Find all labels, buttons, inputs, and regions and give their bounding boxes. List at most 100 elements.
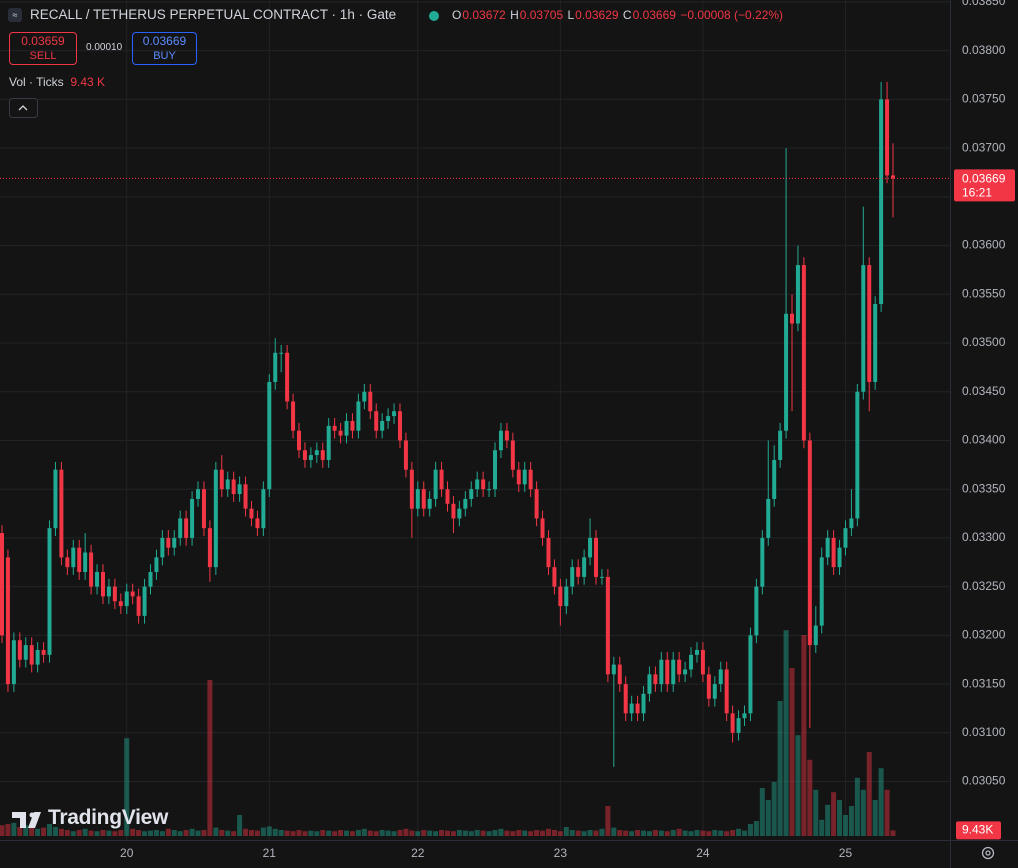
symbol-title: RECALL / TETHERUS PERPETUAL CONTRACT · 1…: [30, 7, 397, 22]
candle-body: [837, 547, 842, 568]
sell-price: 0.03659: [21, 34, 65, 48]
volume-bar: [445, 830, 450, 836]
candle-body: [754, 586, 759, 636]
candle-body: [825, 537, 830, 558]
volume-bar: [5, 824, 11, 836]
candle-body: [677, 659, 682, 675]
candle-body: [53, 469, 58, 529]
volume-bar: [611, 827, 617, 836]
volume-bar: [207, 680, 213, 836]
candle-body: [599, 576, 604, 578]
volume-bar: [848, 806, 854, 836]
candle-body: [344, 420, 349, 436]
volume-bar: [439, 830, 445, 836]
y-tick-label: 0.03100: [962, 725, 1006, 739]
candle-body: [403, 440, 408, 470]
volume-bar: [231, 831, 237, 836]
buy-button[interactable]: 0.03669 BUY: [132, 32, 197, 65]
high-value: 0.03705: [519, 8, 564, 22]
volume-bar: [70, 831, 76, 836]
volume-bar: [278, 830, 284, 836]
volume-bar: [670, 830, 676, 836]
volume-bar: [385, 830, 391, 836]
volume-bar: [587, 830, 593, 836]
y-tick-label: 0.03400: [962, 433, 1006, 447]
volume-bar: [320, 830, 326, 836]
candle-body: [421, 489, 426, 509]
candle-body: [493, 450, 498, 490]
candle-body: [498, 430, 503, 451]
volume-bar: [694, 830, 700, 836]
candle-body: [481, 479, 486, 490]
volume-bar: [260, 827, 266, 836]
volume-bar: [243, 828, 249, 836]
volume-bar: [872, 800, 878, 836]
candle-body: [386, 416, 391, 421]
volume-bar: [652, 830, 658, 836]
volume-bar: [237, 815, 243, 836]
candle-body: [184, 518, 189, 538]
volume-bar: [367, 830, 373, 836]
sell-button[interactable]: 0.03659 SELL: [9, 32, 77, 65]
settings-icon[interactable]: [981, 846, 995, 860]
volume-bar: [498, 828, 504, 836]
candle-body: [77, 547, 82, 573]
candle-body: [736, 718, 741, 733]
volume-bar: [11, 822, 17, 836]
high-label: H: [510, 8, 519, 22]
candle-body: [249, 508, 254, 519]
candle-body: [255, 518, 260, 529]
volume-bar: [64, 830, 70, 836]
open-label: O: [452, 8, 462, 22]
volume-bar: [415, 831, 421, 836]
volume-bar: [136, 830, 142, 836]
candle-body: [409, 469, 414, 509]
volume-bar: [344, 830, 350, 836]
candle-body: [534, 489, 539, 519]
volume-bar: [88, 830, 94, 836]
candle-body: [766, 498, 771, 538]
y-tick-label: 0.03750: [962, 92, 1006, 106]
candle-body: [694, 649, 699, 655]
candle-body: [350, 420, 355, 431]
buy-price: 0.03669: [142, 34, 187, 48]
candle-body: [320, 450, 325, 460]
candle-body: [504, 430, 509, 441]
candle-body: [89, 552, 94, 587]
x-tick-label: 22: [411, 846, 425, 860]
candle-body: [201, 489, 206, 529]
volume-bar: [641, 830, 647, 836]
candle-body: [831, 537, 836, 568]
volume-bar: [540, 830, 546, 836]
volume-bar: [688, 831, 694, 836]
candle-body: [475, 479, 480, 490]
volume-bar: [0, 825, 5, 836]
candle-body: [891, 175, 895, 179]
collapse-button[interactable]: [9, 98, 38, 118]
candle-body: [790, 313, 795, 324]
volume-bar: [373, 831, 379, 836]
candle-body: [516, 469, 521, 485]
candle-body: [106, 586, 111, 597]
volume-bar: [510, 831, 516, 836]
volume-bar: [308, 830, 314, 836]
volume-bar: [225, 830, 231, 836]
volume-bar: [183, 830, 189, 836]
volume-bar: [551, 830, 557, 836]
volume-bar: [504, 830, 510, 836]
candle-body: [570, 567, 575, 587]
candle-body: [528, 469, 533, 490]
volume-bar: [468, 831, 474, 836]
volume-bar: [177, 831, 183, 836]
candle-body: [469, 489, 474, 499]
volume-bar: [575, 830, 581, 836]
candle-body: [760, 537, 765, 587]
x-tick-label: 20: [120, 846, 134, 860]
candle-body: [326, 425, 331, 460]
candle-body: [689, 654, 694, 670]
candle-body: [683, 669, 688, 675]
volume-bar: [605, 806, 611, 836]
change-value: −0.00008 (−0.22%): [680, 8, 784, 22]
volume-bar: [593, 830, 599, 836]
